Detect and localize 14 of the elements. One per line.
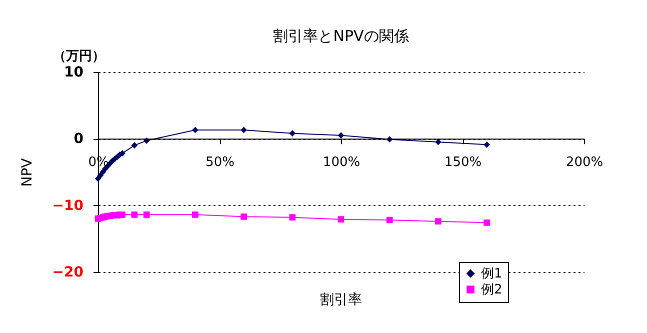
x-tick-label: 200% <box>566 155 604 170</box>
y-tick-label: −10 <box>52 198 84 214</box>
x-tick-label: 100% <box>322 155 360 170</box>
x-axis-title: 割引率 <box>320 292 362 308</box>
x-tick-label: 50% <box>206 155 234 170</box>
y-axis-title: NPV <box>19 158 36 187</box>
y-tick-label: 0 <box>74 131 84 148</box>
chart-title: 割引率とNPVの関係 <box>273 27 409 45</box>
legend-label: 例2 <box>481 282 502 298</box>
x-tick-label: 150% <box>444 155 482 170</box>
y-tick-label: 10 <box>64 64 84 80</box>
legend-label: 例1 <box>481 266 502 282</box>
text: （万円） <box>53 49 105 64</box>
y-tick-label: −20 <box>52 264 84 280</box>
